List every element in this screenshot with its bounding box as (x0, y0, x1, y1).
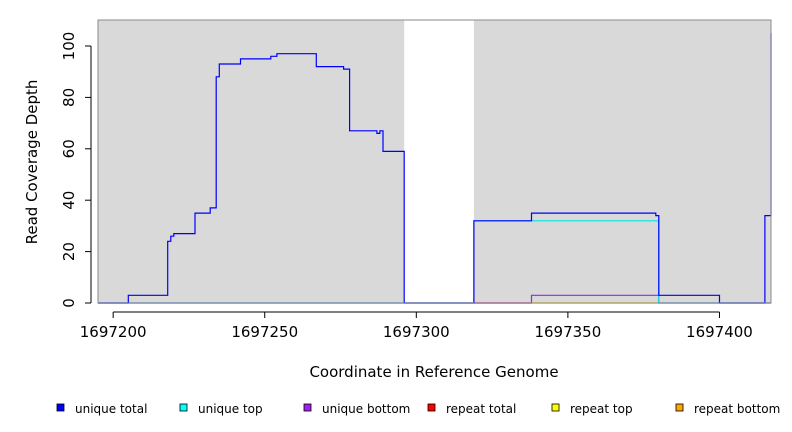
y-tick-label: 80 (60, 88, 78, 107)
x-tick-label: 1697200 (80, 323, 147, 341)
plot-border (97, 19, 772, 304)
legend-swatch (675, 403, 684, 412)
series-line-unique-total (98, 33, 772, 304)
highlight-region (404, 20, 474, 303)
plot-frame (97, 19, 772, 304)
y-tick-label: 40 (60, 191, 78, 210)
legend-label: unique bottom (322, 402, 410, 416)
legend-label: unique total (75, 402, 147, 416)
y-tick-label: 60 (60, 139, 78, 158)
legend-item: repeat total (427, 402, 516, 416)
y-tick-label: 20 (60, 242, 78, 261)
legend-item: unique top (179, 402, 263, 416)
legend: unique total unique top unique bottom repea… (56, 402, 780, 416)
x-tick-label: 1697300 (383, 323, 450, 341)
legend-item: unique bottom (303, 402, 410, 416)
x-axis-label: Coordinate in Reference Genome (309, 363, 558, 381)
legend-item: repeat bottom (675, 402, 780, 416)
legend-item: repeat top (551, 402, 633, 416)
legend-swatch (179, 403, 188, 412)
plot-area (98, 20, 771, 303)
x-tick-label: 1697400 (686, 323, 753, 341)
legend-swatch (551, 403, 560, 412)
legend-item: unique total (56, 402, 147, 416)
x-tick-label: 1697250 (231, 323, 298, 341)
y-tick-label: 100 (60, 32, 78, 61)
legend-swatch (427, 403, 436, 412)
legend-label: repeat total (446, 402, 516, 416)
y-axis-label: Read Coverage Depth (23, 80, 41, 245)
y-tick-label: 0 (60, 298, 78, 308)
legend-label: repeat top (570, 402, 633, 416)
legend-swatch (303, 403, 312, 412)
x-tick-label: 1697350 (534, 323, 601, 341)
legend-label: unique top (198, 402, 263, 416)
axes: 1697200 1697250 1697300 1697350 1697400 0 20 40… (60, 32, 753, 341)
legend-label: repeat bottom (694, 402, 780, 416)
legend-swatch (56, 403, 65, 412)
